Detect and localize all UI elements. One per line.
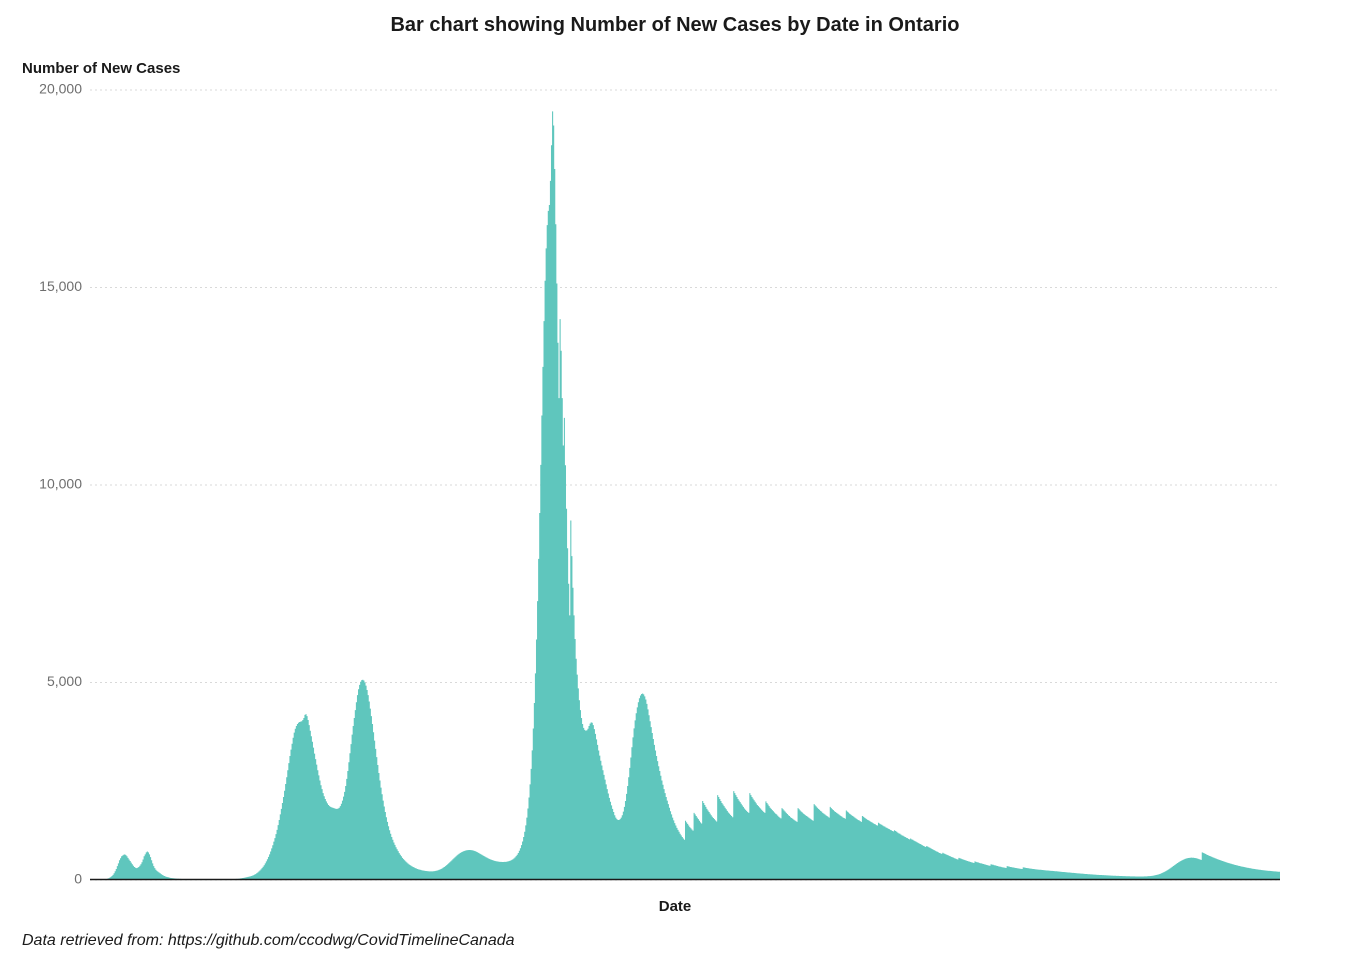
bar-series xyxy=(90,111,1280,880)
chart-svg: 05,00010,00015,00020,000 xyxy=(90,90,1280,880)
y-tick-label: 5,000 xyxy=(47,673,82,689)
y-tick-label: 15,000 xyxy=(39,278,82,294)
y-tick-label: 20,000 xyxy=(39,81,82,97)
chart-title: Bar chart showing Number of New Cases by… xyxy=(0,14,1350,37)
y-tick-label: 10,000 xyxy=(39,476,82,492)
plot-area: 05,00010,00015,00020,000 xyxy=(90,90,1280,880)
y-tick-label: 0 xyxy=(74,871,82,887)
source-note: Data retrieved from: https://github.com/… xyxy=(22,932,515,950)
y-axis-title: Number of New Cases xyxy=(22,60,180,77)
x-axis-title: Date xyxy=(0,898,1350,915)
page-root: Bar chart showing Number of New Cases by… xyxy=(0,0,1350,972)
